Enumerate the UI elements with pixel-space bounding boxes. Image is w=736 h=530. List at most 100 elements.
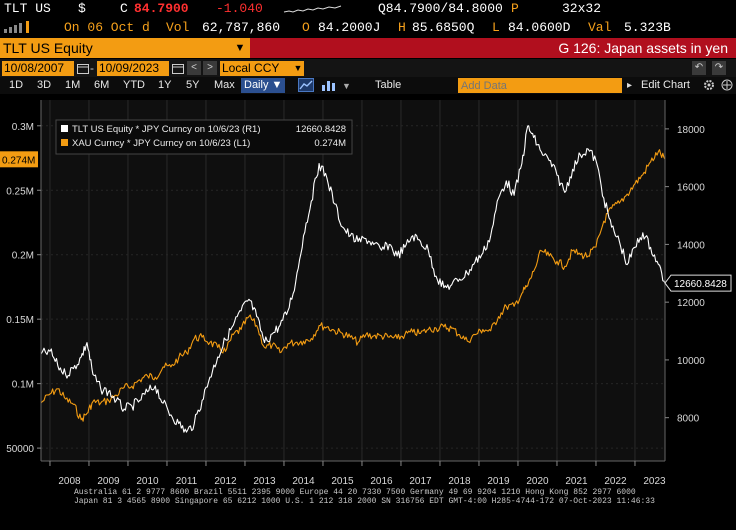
left-last-value-label: 0.274M — [2, 155, 35, 166]
volume-label: Vol — [166, 20, 190, 35]
security-field[interactable]: TLT US Equity — [0, 38, 230, 58]
period-ytd[interactable]: YTD — [123, 79, 145, 91]
security-dropdown-icon[interactable]: ▼ — [230, 38, 250, 58]
value-amount: 5.323B — [624, 20, 671, 35]
scroll-right-icon[interactable]: > — [203, 61, 217, 75]
x-tick-label: 2021 — [565, 476, 588, 487]
x-tick-label: 2009 — [97, 476, 120, 487]
bid-ask: Q84.7900/84.8000 — [378, 1, 503, 16]
low-label: L — [492, 20, 500, 35]
calendar-icon[interactable] — [77, 62, 89, 74]
quote-bar: TLT US $ C 84.7900 -1.040 Q84.7900/84.80… — [0, 0, 736, 18]
x-tick-label: 2023 — [643, 476, 666, 487]
x-tick-label: 2011 — [176, 476, 198, 487]
open-value: 84.2000J — [318, 20, 381, 35]
trade-size: 32x32 — [562, 1, 602, 16]
chart-axes — [40, 100, 666, 462]
redo-icon[interactable]: ↷ — [712, 61, 726, 75]
volume-value: 62,787,860 — [202, 20, 281, 35]
add-data-field[interactable] — [458, 78, 622, 94]
x-tick-label: 2010 — [136, 476, 159, 487]
end-date-input[interactable]: 10/09/2023 — [97, 61, 169, 76]
left-tick-label: 0.2M — [12, 251, 34, 262]
x-tick-label: 2012 — [214, 476, 237, 487]
start-date-input[interactable]: 10/08/2007 — [2, 61, 74, 76]
period-1d[interactable]: 1D — [9, 79, 24, 91]
line-chart-icon[interactable] — [298, 78, 314, 92]
session-date: On 06 Oct d — [64, 20, 150, 35]
date-range-separator: - — [90, 61, 94, 75]
x-tick-label: 2016 — [370, 476, 393, 487]
left-tick-label: 0.3M — [12, 122, 34, 133]
scroll-left-icon[interactable]: < — [187, 61, 201, 75]
price-chart[interactable]: 2008 2009 2010 2011 2012 2013 2014 2015 2016 2017… — [0, 94, 736, 508]
high-label: H — [398, 20, 406, 35]
bar-chart-icon[interactable] — [320, 78, 336, 92]
legend-last-value: 0.274M — [314, 138, 346, 149]
x-tick-label: 2014 — [292, 476, 315, 487]
chart-toolbar: 10/08/2007 - 10/09/2023 < > Local CCY ▼ … — [0, 59, 736, 77]
right-tick-label: 12000 — [677, 298, 705, 309]
left-tick-label: 0.1M — [12, 380, 34, 391]
x-tick-label: 2018 — [448, 476, 471, 487]
undo-icon[interactable]: ↶ — [692, 61, 706, 75]
period-max[interactable]: Max — [214, 79, 235, 91]
chart-type-dropdown-icon[interactable]: ▼ — [342, 81, 351, 91]
open-label: O — [302, 20, 310, 35]
zoom-icon[interactable] — [720, 78, 734, 92]
currency-symbol: $ — [78, 1, 86, 16]
period-1y[interactable]: 1Y — [158, 79, 172, 91]
period-toolbar: 1D 3D 1M 6M YTD 1Y 5Y Max Daily ▼ ▼ Tabl… — [0, 77, 736, 94]
x-tick-label: 2015 — [331, 476, 354, 487]
left-axis: 50000 0.1M 0.15M 0.2M 0.25M 0.3M — [6, 122, 41, 455]
series-lines — [40, 125, 666, 433]
title-bar: TLT US Equity ▼ G 126: Japan assets in y… — [0, 38, 736, 58]
last-prefix: C — [120, 1, 128, 16]
legend-last-value: 12660.8428 — [296, 124, 346, 135]
right-tick-label: 16000 — [677, 183, 705, 194]
x-tick-label: 2013 — [253, 476, 276, 487]
low-value: 84.0600D — [508, 20, 571, 35]
x-tick-label: 2022 — [604, 476, 627, 487]
table-button[interactable]: Table — [375, 79, 402, 91]
last-price: 84.7900 — [134, 1, 189, 16]
left-tick-label: 0.25M — [6, 186, 34, 197]
right-last-value-label: 12660.8428 — [674, 279, 727, 290]
bid-ask-suffix: P — [511, 1, 519, 16]
intraday-sparkline — [283, 5, 342, 13]
signal-bars-icon — [4, 21, 34, 33]
x-tick-label: 2019 — [487, 476, 510, 487]
right-last-value-marker — [664, 274, 732, 292]
x-tick-label: 2008 — [58, 476, 81, 487]
x-tick-label: 2017 — [409, 476, 432, 487]
left-last-value-marker — [0, 151, 38, 168]
period-6m[interactable]: 6M — [94, 79, 110, 91]
left-tick-label: 0.15M — [6, 315, 34, 326]
legend-swatch — [61, 125, 68, 132]
ticker-label[interactable]: TLT US — [4, 1, 51, 16]
price-change: -1.040 — [216, 1, 263, 16]
period-1m[interactable]: 1M — [65, 79, 81, 91]
right-tick-label: 18000 — [677, 125, 705, 136]
currency-select[interactable]: Local CCY — [220, 61, 292, 76]
period-5y[interactable]: 5Y — [186, 79, 200, 91]
frequency-select[interactable]: Daily ▼ — [241, 78, 286, 93]
legend-box — [55, 119, 353, 155]
calendar-icon[interactable] — [172, 62, 184, 74]
left-tick-label: 50000 — [6, 444, 34, 455]
stats-bar: On 06 Oct d Vol 62,787,860 O 84.2000J H … — [0, 18, 736, 38]
x-axis: 2008 2009 2010 2011 2012 2013 2014 2015 2016 2017… — [49, 461, 666, 487]
period-3d[interactable]: 3D — [37, 79, 52, 91]
gear-icon[interactable] — [702, 78, 716, 92]
edit-chart-button[interactable]: Edit Chart — [641, 79, 690, 91]
series-line — [40, 125, 666, 433]
x-tick-label: 2020 — [526, 476, 549, 487]
function-title: G 126: Japan assets in yen — [250, 38, 736, 58]
right-tick-label: 14000 — [677, 240, 705, 251]
currency-dropdown-icon[interactable]: ▼ — [292, 61, 304, 76]
add-data-input[interactable] — [458, 78, 618, 94]
chart-legend[interactable]: TLT US Equity * JPY Curncy on 10/6/23 (R… — [55, 119, 353, 155]
series-line — [40, 149, 666, 422]
caret-right-icon: ▸ — [627, 80, 633, 91]
right-tick-label: 8000 — [677, 414, 700, 425]
